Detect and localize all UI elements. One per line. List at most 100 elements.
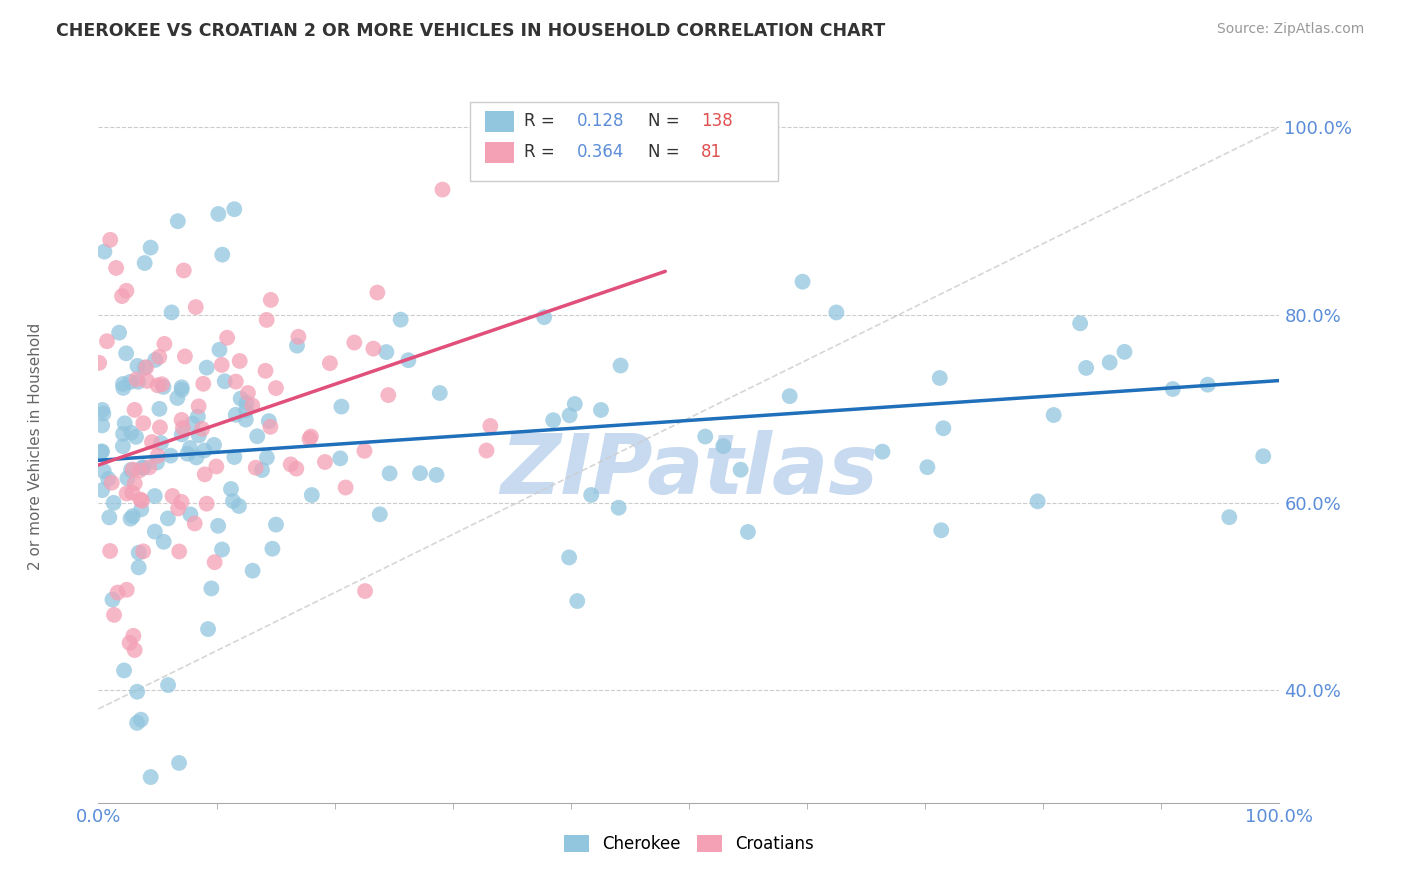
- Point: [197, 622, 219, 636]
- Text: ZIPatlas: ZIPatlas: [501, 430, 877, 511]
- Point: [368, 508, 391, 522]
- Point: [246, 429, 269, 443]
- Point: [195, 360, 218, 375]
- Point: [181, 417, 204, 431]
- Point: [205, 459, 228, 474]
- Point: [105, 260, 128, 275]
- Point: [335, 481, 357, 495]
- Point: [377, 388, 399, 402]
- Bar: [485, 142, 515, 163]
- Point: [146, 455, 169, 469]
- Bar: [471, 102, 778, 181]
- Point: [202, 438, 225, 452]
- Text: CHEROKEE VS CROATIAN 2 OR MORE VEHICLES IN HOUSEHOLD CORRELATION CHART: CHEROKEE VS CROATIAN 2 OR MORE VEHICLES …: [56, 22, 886, 40]
- Point: [396, 353, 419, 368]
- Point: [141, 435, 163, 450]
- Point: [91, 483, 114, 497]
- Text: N =: N =: [648, 112, 679, 129]
- Point: [139, 770, 162, 784]
- Point: [128, 546, 150, 560]
- Point: [120, 511, 142, 525]
- Point: [224, 450, 246, 464]
- Point: [1069, 316, 1091, 330]
- Point: [138, 460, 160, 475]
- Point: [264, 381, 287, 395]
- Point: [200, 582, 222, 596]
- Point: [229, 392, 252, 406]
- Point: [156, 511, 179, 525]
- Point: [183, 516, 205, 531]
- Point: [207, 518, 229, 533]
- Point: [240, 399, 263, 413]
- Point: [170, 380, 193, 394]
- Text: R =: R =: [523, 112, 554, 129]
- Point: [193, 443, 215, 458]
- Point: [153, 337, 176, 351]
- Point: [609, 359, 631, 373]
- Point: [112, 376, 135, 391]
- Bar: [485, 111, 515, 132]
- Point: [1197, 377, 1219, 392]
- Point: [558, 409, 581, 423]
- Point: [1098, 355, 1121, 369]
- Point: [343, 335, 366, 350]
- Point: [541, 413, 564, 427]
- Point: [124, 643, 146, 657]
- Point: [366, 285, 388, 300]
- Point: [170, 413, 193, 427]
- Point: [150, 377, 173, 392]
- Point: [108, 326, 131, 340]
- Point: [264, 517, 287, 532]
- Point: [319, 356, 342, 370]
- Point: [127, 359, 149, 373]
- Point: [170, 383, 193, 397]
- Point: [166, 214, 188, 228]
- Point: [115, 582, 138, 597]
- Point: [187, 400, 209, 414]
- Point: [558, 550, 581, 565]
- Point: [134, 256, 156, 270]
- Point: [260, 293, 283, 307]
- Point: [101, 592, 124, 607]
- Point: [1251, 449, 1274, 463]
- Point: [1161, 382, 1184, 396]
- Point: [135, 360, 157, 375]
- Point: [475, 443, 498, 458]
- Point: [91, 403, 114, 417]
- Point: [1114, 344, 1136, 359]
- Point: [118, 636, 141, 650]
- Point: [214, 374, 236, 388]
- Point: [187, 409, 209, 424]
- Point: [298, 432, 321, 446]
- Point: [193, 376, 215, 391]
- Point: [160, 305, 183, 319]
- Point: [564, 397, 586, 411]
- Point: [375, 345, 398, 359]
- Point: [143, 352, 166, 367]
- Point: [170, 495, 193, 509]
- Point: [235, 412, 257, 426]
- Point: [228, 354, 250, 368]
- Point: [929, 523, 952, 537]
- Point: [114, 417, 136, 431]
- Point: [174, 350, 197, 364]
- Point: [98, 233, 121, 247]
- Point: [167, 501, 190, 516]
- Point: [329, 451, 352, 466]
- Point: [211, 358, 233, 372]
- Point: [167, 544, 190, 558]
- Point: [711, 439, 734, 453]
- Point: [159, 449, 181, 463]
- Point: [125, 430, 148, 444]
- Point: [129, 713, 152, 727]
- Point: [120, 463, 142, 477]
- Point: [167, 756, 190, 770]
- Point: [111, 289, 134, 303]
- Point: [207, 207, 229, 221]
- Point: [1076, 360, 1098, 375]
- Point: [737, 524, 759, 539]
- Point: [219, 482, 242, 496]
- Point: [170, 427, 193, 442]
- Point: [353, 443, 375, 458]
- Point: [1026, 494, 1049, 508]
